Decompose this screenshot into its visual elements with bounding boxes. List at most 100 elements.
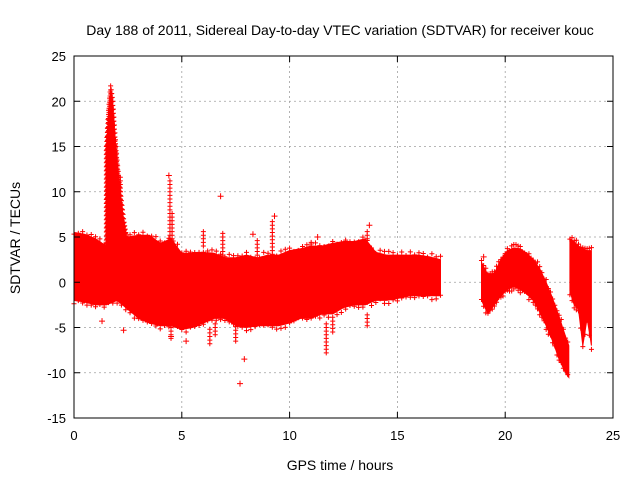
segment-19-23-data-point (483, 265, 489, 271)
segment-19-23-data-point (537, 264, 543, 270)
spike-data-point (200, 229, 206, 235)
main-data-point (252, 255, 258, 261)
main-data-point (140, 229, 146, 235)
segment-19-23-data-point (517, 243, 523, 249)
outlier-data-point (366, 222, 373, 229)
segment-19-23-data-point (511, 286, 517, 292)
spike-data-point (269, 219, 275, 225)
segment-23-24-data-point (569, 298, 575, 304)
main-data-point (399, 249, 405, 255)
axis-ticks: 0 5 10 15 20 25 -15 -10 -5 0 5 10 15 20 25 (47, 49, 620, 443)
main-data-point (304, 242, 310, 248)
y-tick-label: 20 (52, 94, 66, 109)
main-data-point (351, 303, 357, 309)
main-data-point (312, 313, 318, 319)
grid-lines (74, 56, 613, 418)
main-data-point (179, 327, 185, 333)
main-data-point (252, 324, 258, 330)
chart-title: Day 188 of 2011, Sidereal Day-to-day VTE… (86, 22, 594, 38)
segment-19-23-data-point (481, 262, 487, 268)
segment-23-24-data-point (580, 344, 586, 350)
main-data-point (196, 322, 202, 328)
main-data-point (347, 239, 353, 245)
main-data-point (93, 304, 99, 310)
spike-data-point (330, 318, 336, 324)
spike-data-point (167, 178, 173, 184)
outlier-data-point (314, 234, 321, 240)
segment-19-23-data-point (528, 294, 534, 300)
main-data-point (97, 236, 103, 242)
y-tick-label: 15 (52, 140, 66, 155)
x-tick-label: 0 (70, 428, 77, 443)
main-data-point (420, 251, 426, 257)
x-tick-label: 25 (606, 428, 620, 443)
main-data-point (356, 304, 362, 310)
main-data-point (433, 296, 439, 302)
main-data-point (140, 317, 146, 323)
main-data-point (187, 249, 193, 255)
main-data-point (166, 235, 172, 241)
main-data-point (153, 323, 159, 329)
main-data-point (295, 247, 301, 253)
spike-data-point (212, 321, 218, 327)
main-data-point (381, 300, 387, 306)
main-data-point (127, 310, 133, 316)
main-data-point (369, 303, 375, 309)
segment-19-23-data-point (517, 290, 523, 296)
main-data-point (179, 250, 185, 256)
main-data-point (105, 300, 111, 306)
main-data-point (261, 249, 267, 255)
main-data-point (321, 243, 327, 249)
outlier-data-point (99, 318, 106, 325)
outlier-data-point (183, 338, 190, 345)
segment-19-23-data-point (515, 287, 521, 293)
main-data-point (226, 319, 232, 325)
spike-data-point (233, 324, 239, 330)
main-data-point (144, 233, 150, 239)
spike-data-point (169, 210, 175, 216)
main-data-point (364, 300, 370, 306)
y-tick-label: 0 (59, 275, 66, 290)
main-data-point (265, 322, 271, 328)
main-data-point (209, 247, 215, 253)
spike-data-point (168, 325, 174, 330)
segment-19-23-data-point (524, 289, 530, 295)
segment-23-24-data-point (569, 235, 575, 241)
segment-19-23-data-point (545, 285, 551, 291)
main-data-point (412, 252, 418, 258)
segment-19-23-data-point (478, 296, 484, 302)
main-data-point (149, 320, 155, 326)
main-data-point (84, 302, 90, 308)
segment-19-23-data-point (494, 263, 500, 269)
segment-23-24-data-point (576, 308, 582, 314)
main-data-point (416, 293, 422, 299)
main-data-point (369, 245, 375, 251)
spike-data-point (308, 239, 314, 245)
main-data-point (136, 316, 142, 322)
main-data-point (282, 324, 288, 330)
segment-23-24-data-point (578, 325, 584, 331)
main-data-point (75, 230, 81, 236)
segment-19-23-data-point (563, 368, 569, 374)
outlier-data-point (241, 356, 248, 363)
segment-19-23-data-point (526, 251, 532, 257)
main-data-point (334, 241, 340, 247)
main-data-point (235, 253, 241, 259)
y-tick-label: 25 (52, 49, 66, 64)
outlier-data-point (217, 193, 224, 200)
main-data-point (433, 254, 439, 260)
main-data-point (192, 250, 198, 256)
main-data-point (248, 327, 254, 333)
segment-19-23-data-point (547, 289, 553, 295)
main-data-point (205, 318, 211, 324)
outlier-data-point (168, 333, 175, 340)
y-tick-label: 10 (52, 185, 66, 200)
outlier-data-point (237, 380, 244, 387)
main-data-point (356, 239, 362, 245)
main-data-point (209, 317, 215, 323)
y-tick-label: -15 (47, 411, 66, 426)
main-data-point (97, 302, 103, 308)
spike-data-point (220, 230, 226, 236)
main-data-point (231, 253, 237, 259)
